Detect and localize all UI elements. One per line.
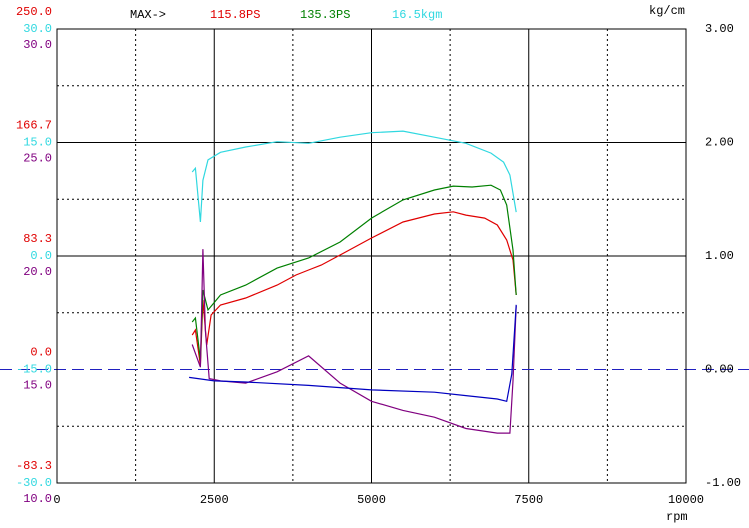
y-tick-label: 0.0 <box>30 249 52 263</box>
y2-tick-label: 1.00 <box>705 249 734 263</box>
y-tick-label: 30.0 <box>23 38 52 52</box>
y-tick-label: 166.7 <box>16 119 52 133</box>
y2-tick-label: 2.00 <box>705 136 734 150</box>
y-tick-label: 10.0 <box>23 492 52 506</box>
x-tick-label: 0 <box>53 493 60 507</box>
y-tick-label: -83.3 <box>16 459 52 473</box>
plot-frame <box>56 28 687 484</box>
series-line <box>191 249 517 434</box>
y-tick-label: 20.0 <box>23 265 52 279</box>
max-label: 16.5kgm <box>392 8 442 22</box>
x-tick-label: 7500 <box>514 493 543 507</box>
y-tick-label: 250.0 <box>16 5 52 19</box>
x-tick-label: 2500 <box>200 493 229 507</box>
y-tick-label: 83.3 <box>23 232 52 246</box>
y-tick-label: 0.0 <box>30 346 52 360</box>
y-tick-label: 15.0 <box>23 136 52 150</box>
y2-tick-label: -1.00 <box>705 476 741 490</box>
max-label: 135.3PS <box>300 8 350 22</box>
y2-axis-label: kg/cm <box>649 4 685 18</box>
x-axis-label: rpm <box>666 510 688 524</box>
y-tick-label: 15.0 <box>23 379 52 393</box>
max-label: MAX-> <box>130 8 166 22</box>
max-label: 115.8PS <box>210 8 260 22</box>
y2-tick-label: 3.00 <box>705 22 734 36</box>
y-tick-label: -30.0 <box>16 476 52 490</box>
series-line <box>191 130 517 223</box>
x-tick-label: 10000 <box>668 493 704 507</box>
x-tick-label: 5000 <box>357 493 386 507</box>
series-line <box>189 304 517 403</box>
y2-tick-label: 0.00 <box>705 363 734 377</box>
y-tick-label: 25.0 <box>23 152 52 166</box>
y-tick-label: 30.0 <box>23 22 52 36</box>
y-tick-label: -15.0 <box>16 363 52 377</box>
